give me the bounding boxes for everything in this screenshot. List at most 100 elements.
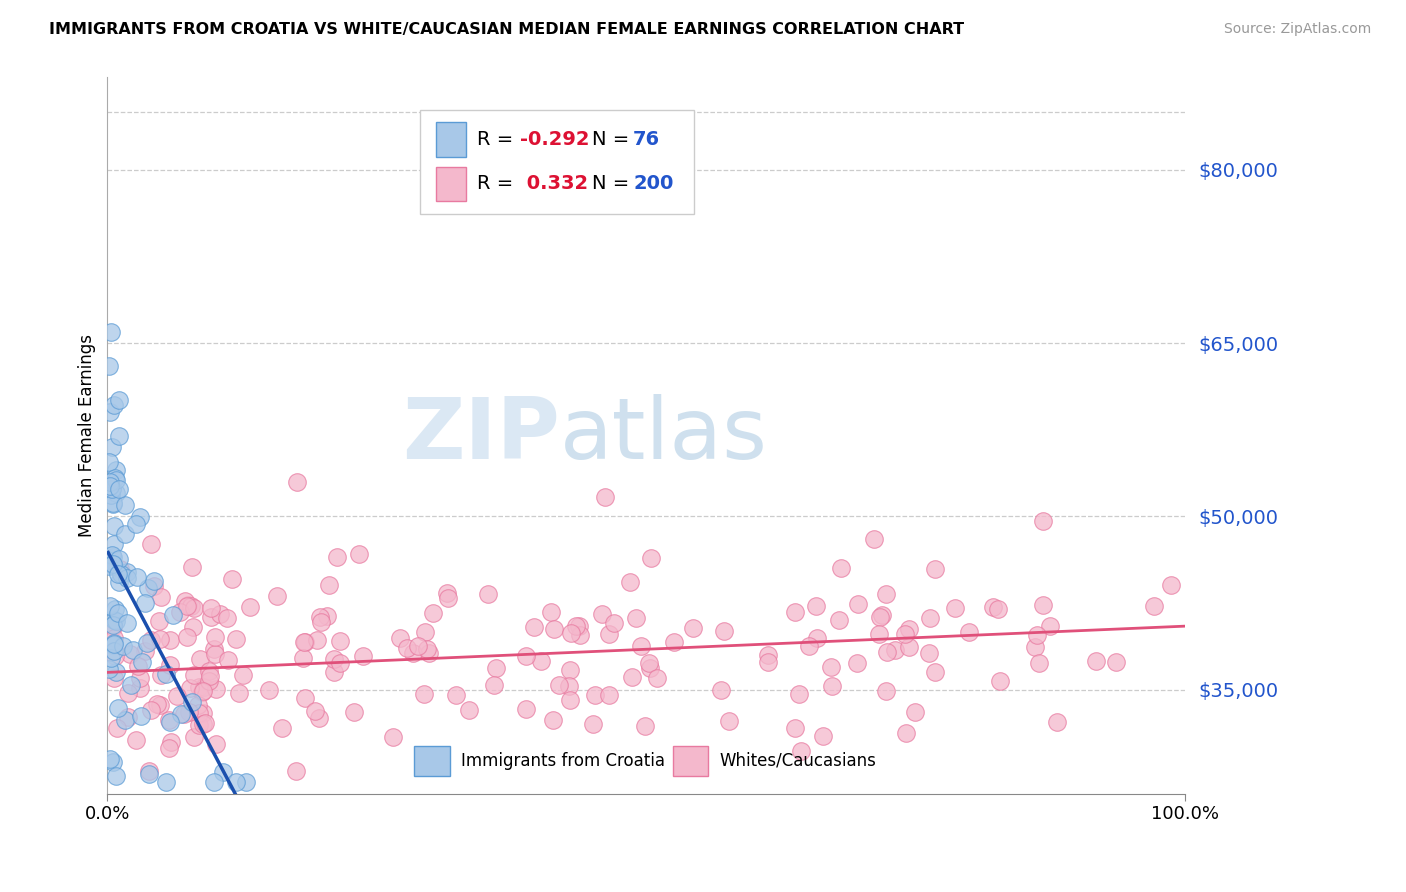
Point (598, 688, 620, 702)
Point (108, 482, 131, 496)
Point (110, 566, 132, 581)
Point (103, 519, 125, 533)
Point (917, 646, 939, 660)
Point (682, 621, 704, 635)
Point (308, 609, 330, 624)
Point (157, 740, 180, 755)
Point (104, 665, 127, 680)
Point (457, 703, 479, 717)
Point (558, 680, 581, 694)
Point (647, 671, 669, 685)
Point (329, 656, 352, 670)
Point (309, 615, 332, 629)
Point (221, 572, 243, 586)
Text: IMMIGRANTS FROM CROATIA VS WHITE/CAUCASIAN MEDIAN FEMALE EARNINGS CORRELATION CH: IMMIGRANTS FROM CROATIA VS WHITE/CAUCASI… (49, 22, 965, 37)
Point (200, 600, 222, 615)
Point (603, 616, 626, 631)
Point (128, 671, 150, 685)
Point (710, 683, 733, 698)
Point (558, 663, 581, 677)
Point (1028, 656, 1050, 670)
Y-axis label: Median Female Earnings: Median Female Earnings (79, 334, 96, 537)
FancyBboxPatch shape (436, 167, 465, 201)
Point (101, 549, 124, 563)
Point (638, 661, 661, 675)
Point (190, 684, 212, 698)
Point (382, 730, 405, 744)
Point (876, 645, 898, 659)
Point (347, 547, 370, 561)
Point (103, 496, 125, 510)
Point (316, 609, 339, 624)
Point (239, 599, 262, 614)
Point (115, 616, 138, 631)
Point (107, 606, 129, 620)
Point (100, 482, 122, 496)
Point (149, 632, 172, 647)
Point (141, 703, 163, 717)
Point (640, 551, 662, 566)
Point (413, 687, 436, 701)
Point (202, 775, 225, 789)
Point (141, 536, 163, 550)
Point (104, 486, 127, 500)
Text: R =: R = (477, 174, 519, 194)
Point (105, 463, 128, 477)
Point (630, 639, 652, 653)
Point (114, 527, 136, 541)
Point (422, 606, 444, 620)
Point (846, 597, 869, 611)
Point (560, 625, 582, 640)
Point (284, 764, 307, 778)
Point (177, 705, 200, 719)
Point (568, 619, 591, 633)
Point (918, 611, 941, 625)
Point (1160, 578, 1182, 592)
Point (101, 497, 124, 511)
Point (183, 668, 205, 682)
Point (180, 599, 202, 613)
Point (595, 490, 617, 504)
Point (97, 662, 120, 676)
Point (136, 636, 159, 650)
Point (806, 631, 828, 645)
Point (804, 599, 827, 613)
Point (104, 614, 127, 628)
Point (131, 655, 153, 669)
Point (326, 550, 349, 565)
Text: R =: R = (477, 130, 519, 149)
Point (169, 706, 191, 721)
Point (169, 605, 191, 619)
Text: 76: 76 (633, 130, 661, 149)
Text: Source: ZipAtlas.com: Source: ZipAtlas.com (1223, 22, 1371, 37)
Point (797, 640, 820, 654)
Point (756, 648, 779, 662)
Point (436, 586, 458, 600)
Point (292, 651, 315, 665)
Point (173, 706, 195, 721)
Point (117, 709, 139, 723)
Point (828, 613, 851, 627)
Point (176, 630, 198, 644)
Point (540, 605, 562, 619)
Point (308, 711, 330, 725)
Point (416, 642, 439, 657)
Point (830, 560, 852, 574)
Point (869, 610, 891, 624)
Point (115, 565, 138, 579)
Point (515, 648, 537, 663)
Point (582, 717, 605, 731)
Point (103, 618, 125, 632)
Text: 0.332: 0.332 (520, 174, 588, 194)
Point (515, 701, 537, 715)
Point (191, 706, 214, 720)
Point (718, 714, 741, 728)
Point (103, 537, 125, 551)
Point (105, 721, 128, 735)
Point (104, 602, 127, 616)
Point (100, 440, 122, 454)
Point (107, 701, 129, 715)
Point (225, 775, 247, 789)
Point (183, 730, 205, 744)
Point (176, 599, 198, 613)
